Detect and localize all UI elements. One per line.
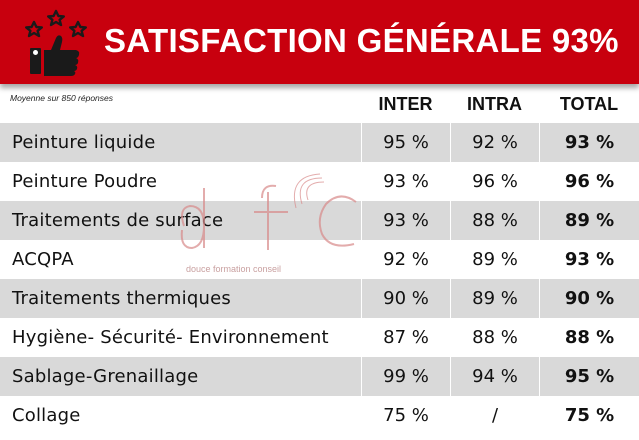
row-label: Traitements de surface bbox=[12, 210, 224, 231]
row-label: Peinture liquide bbox=[12, 132, 156, 153]
total-value: 90 % bbox=[539, 279, 639, 318]
intra-value: 88 % bbox=[450, 318, 539, 357]
inter-value: 93 % bbox=[361, 162, 450, 201]
page-title: SATISFACTION GÉNÉRALE 93% bbox=[104, 22, 619, 59]
table-row: Sablage-Grenaillage 99 % 94 % 95 % bbox=[0, 357, 639, 396]
inter-value: 95 % bbox=[361, 123, 450, 162]
total-value: 89 % bbox=[539, 201, 639, 240]
table-row: Traitements de surface 93 % 88 % 89 % bbox=[0, 201, 639, 240]
row-label: ACQPA bbox=[12, 249, 74, 270]
total-value: 95 % bbox=[539, 357, 639, 396]
intra-value: 89 % bbox=[450, 240, 539, 279]
total-value: 93 % bbox=[539, 240, 639, 279]
column-header-total: TOTAL bbox=[559, 94, 619, 114]
intra-value: 89 % bbox=[450, 279, 539, 318]
total-value: 93 % bbox=[539, 123, 639, 162]
inter-value: 75 % bbox=[361, 396, 450, 435]
inter-value: 93 % bbox=[361, 201, 450, 240]
inter-value: 87 % bbox=[361, 318, 450, 357]
row-label: Collage bbox=[12, 405, 81, 426]
inter-value: 99 % bbox=[361, 357, 450, 396]
table-row: Collage 75 %/75 % bbox=[0, 396, 639, 435]
column-header-intra: INTRA bbox=[467, 94, 522, 114]
total-value: 88 % bbox=[539, 318, 639, 357]
row-label: Sablage-Grenaillage bbox=[12, 366, 199, 387]
table-row: Traitements thermiques 90 % 89 % 90 % bbox=[0, 279, 639, 318]
intra-value: 94 % bbox=[450, 357, 539, 396]
total-value: 96 % bbox=[539, 162, 639, 201]
inter-value: 92 % bbox=[361, 240, 450, 279]
column-header-inter: INTER bbox=[378, 94, 433, 114]
intra-value: / bbox=[450, 396, 539, 435]
row-label: Peinture Poudre bbox=[12, 171, 158, 192]
thumbs-up-three-stars-icon bbox=[24, 9, 88, 76]
table-row: ACQPA 92 % 89 % 93 % bbox=[0, 240, 639, 279]
title-banner: SATISFACTION GÉNÉRALE 93% bbox=[0, 0, 639, 84]
response-count-note: Moyenne sur 850 réponses bbox=[10, 93, 114, 103]
intra-value: 96 % bbox=[450, 162, 539, 201]
table-row: Hygiène- Sécurité- Environnement 87 % 88 %… bbox=[0, 318, 639, 357]
table-row: Peinture liquide 95 % 92 % 93 % bbox=[0, 123, 639, 162]
row-label: Traitements thermiques bbox=[12, 288, 231, 309]
intra-value: 88 % bbox=[450, 201, 539, 240]
total-value: 75 % bbox=[539, 396, 639, 435]
table-row: Peinture Poudre 93 % 96 % 96 % bbox=[0, 162, 639, 201]
row-label: Hygiène- Sécurité- Environnement bbox=[12, 327, 329, 348]
inter-value: 90 % bbox=[361, 279, 450, 318]
intra-value: 92 % bbox=[450, 123, 539, 162]
